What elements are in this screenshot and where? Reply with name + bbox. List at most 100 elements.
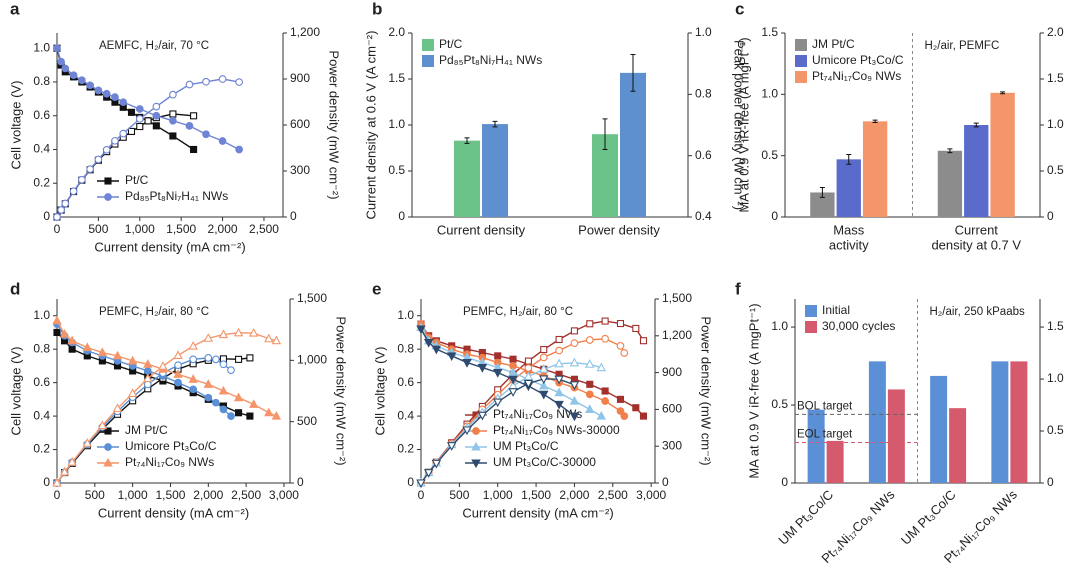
- x-tick-label: 2,500: [598, 488, 628, 502]
- x-tick-label: 1,500: [155, 488, 185, 502]
- marker: [202, 77, 210, 86]
- bar: [482, 124, 508, 217]
- x-axis-label: Current density (mA cm⁻²): [94, 239, 245, 254]
- marker: [446, 442, 457, 451]
- y2-tick-label: 900: [662, 365, 682, 379]
- bar: [930, 375, 948, 483]
- x-tick-label: 500: [449, 488, 469, 502]
- y2-tick-label: 0: [1047, 209, 1054, 223]
- marker: [169, 116, 177, 125]
- annotation: PEMFC, H₂/air, 80 °C: [463, 306, 573, 318]
- x-tick-label: 1,500: [521, 488, 551, 502]
- bar: [826, 440, 844, 483]
- marker: [492, 398, 503, 408]
- marker: [135, 115, 144, 123]
- legend-label: Pd₈₅Pt₈Ni₇H₄₁ NWs: [439, 53, 542, 67]
- marker: [127, 388, 138, 398]
- marker: [218, 137, 227, 145]
- bar: [1010, 361, 1028, 483]
- y-tick-label: 0.2: [397, 442, 414, 456]
- marker: [69, 71, 78, 80]
- y2-tick-label: 1,200: [662, 328, 692, 342]
- annotation: AEMFC, H₂/air, 70 °C: [99, 40, 209, 52]
- marker: [127, 108, 136, 116]
- marker: [601, 387, 609, 395]
- marker: [185, 80, 194, 89]
- marker: [246, 354, 254, 362]
- y2-tick-label: 600: [662, 402, 682, 416]
- marker: [554, 400, 564, 410]
- marker: [127, 127, 136, 135]
- marker: [523, 379, 534, 389]
- y2-tick-label: 300: [662, 438, 682, 452]
- error-bar: [492, 120, 498, 128]
- y-tick-label: 1.0: [761, 87, 778, 101]
- y2-tick-label: 1.0: [1047, 371, 1064, 385]
- marker: [143, 373, 153, 383]
- marker: [524, 364, 533, 372]
- error-bar: [602, 118, 608, 151]
- x-tick-label: 1,000: [483, 488, 513, 502]
- marker: [188, 374, 198, 383]
- marker: [112, 350, 123, 360]
- marker: [472, 427, 480, 435]
- marker: [601, 397, 609, 405]
- marker: [248, 399, 259, 408]
- marker: [596, 410, 607, 420]
- marker: [127, 355, 138, 365]
- marker: [218, 75, 227, 83]
- marker: [212, 355, 220, 364]
- marker: [264, 407, 274, 417]
- axis-frame: [420, 299, 656, 484]
- y-tick-label: 0.8: [33, 74, 50, 88]
- marker: [188, 340, 198, 350]
- y-tick-label: 0.4: [397, 408, 414, 422]
- axis-frame: [794, 299, 1041, 484]
- x-tick-label: density at 0.7 V: [931, 237, 1021, 252]
- legend-swatch: [422, 55, 434, 67]
- legend-label: Umicore Pt₃Co/C: [812, 53, 904, 67]
- marker: [477, 411, 488, 421]
- marker: [82, 342, 92, 352]
- marker: [174, 361, 182, 370]
- bar: [990, 92, 1015, 217]
- marker: [97, 347, 108, 357]
- marker: [555, 346, 563, 355]
- marker: [233, 392, 244, 402]
- marker: [189, 385, 198, 394]
- legend-label: Pt₇₄Ni₁₇Co₉ NWs: [125, 455, 214, 469]
- marker: [86, 165, 94, 174]
- marker: [212, 398, 220, 407]
- marker: [169, 132, 177, 140]
- marker: [102, 89, 111, 98]
- marker: [569, 357, 580, 367]
- marker: [218, 385, 229, 395]
- x-axis-label: Current density (mA cm⁻²): [98, 505, 249, 520]
- marker: [539, 380, 549, 390]
- bar: [836, 159, 861, 217]
- y-tick-label: 1.0: [397, 308, 414, 322]
- marker: [158, 361, 168, 370]
- marker: [104, 443, 112, 451]
- panel-label: a: [10, 0, 20, 18]
- marker: [227, 366, 235, 374]
- y2-tick-label: 1.5: [1047, 319, 1064, 333]
- y2-tick-label: 0.6: [695, 148, 712, 162]
- marker: [569, 412, 580, 422]
- y-axis-label: Cell voltage (V): [8, 81, 23, 170]
- marker: [492, 369, 503, 378]
- y-axis-label: Current density at 0.6 V (A cm⁻²): [363, 31, 378, 220]
- legend-swatch: [795, 39, 807, 51]
- marker: [585, 336, 594, 344]
- error-bar: [973, 122, 979, 128]
- marker: [104, 427, 112, 435]
- marker: [233, 327, 244, 337]
- marker: [52, 477, 62, 487]
- marker: [596, 362, 607, 372]
- marker: [57, 57, 65, 66]
- marker: [477, 364, 488, 373]
- y2-axis-label: Power density (mW cm⁻²): [334, 316, 349, 465]
- legend-label: Umicore Pt₃Co/C: [125, 439, 217, 453]
- marker: [616, 395, 625, 403]
- voltage-line: [56, 47, 240, 151]
